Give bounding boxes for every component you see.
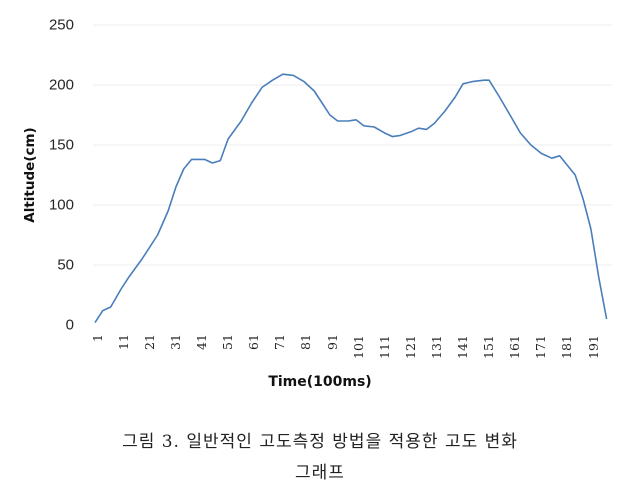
x-tick-label: 181 [559, 334, 575, 359]
x-tick-label: 81 [298, 334, 314, 350]
y-axis-title: Altitude(cm) [22, 127, 38, 223]
y-tick-label: 150 [48, 136, 74, 154]
altitude-series-line [94, 73, 608, 324]
x-tick-label: 41 [194, 334, 209, 350]
y-tick-label: 250 [48, 16, 74, 34]
y-tick-label: 0 [65, 316, 74, 334]
y-tick-label: 50 [57, 256, 74, 274]
figure-caption-line1: 그림 3. 일반적인 고도측정 방법을 적용한 고도 변화 [122, 432, 518, 452]
x-axis-title: Time(100ms) [268, 374, 372, 390]
x-tick-label: 161 [507, 334, 523, 359]
x-tick-label: 21 [141, 334, 157, 350]
chart-plot-area [93, 24, 612, 324]
x-tick-label: 1 [89, 333, 105, 342]
x-tick-label: 131 [428, 334, 444, 359]
x-tick-label: 191 [585, 334, 601, 359]
x-tick-label: 31 [167, 334, 183, 350]
x-tick-label: 141 [455, 334, 470, 359]
figure-caption-line2: 그래프 [295, 463, 345, 483]
y-tick-label: 200 [48, 76, 74, 94]
x-tick-label: 91 [324, 334, 340, 350]
x-tick-label: 61 [246, 334, 262, 350]
x-tick-label: 11 [115, 334, 131, 350]
y-tick-label: 100 [48, 196, 74, 214]
x-tick-label: 101 [350, 334, 366, 359]
x-tick-label: 121 [402, 334, 418, 359]
x-tick-label: 71 [272, 334, 288, 350]
altitude-line-chart: 0 50 100 150 200 250 1 11 21 31 41 51 61 71 81 91 101 11… [22, 16, 612, 390]
x-tick-label: 51 [220, 334, 236, 350]
x-tick-label: 171 [533, 334, 549, 359]
x-tick-label: 151 [481, 334, 497, 359]
x-tick-label: 111 [376, 334, 392, 359]
